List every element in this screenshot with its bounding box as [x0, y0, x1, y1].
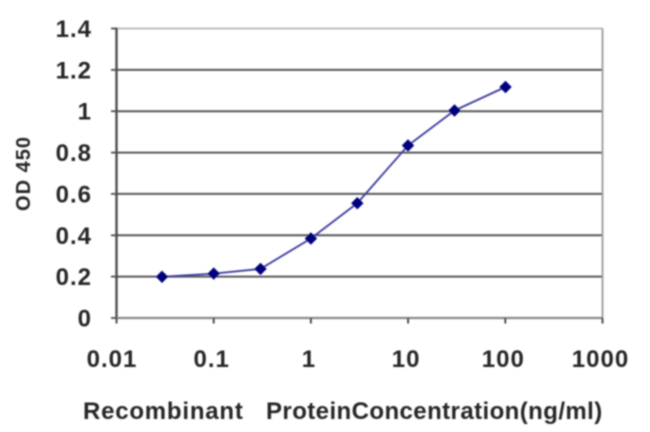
svg-text:1.2: 1.2	[56, 57, 92, 84]
svg-text:100: 100	[482, 346, 525, 373]
svg-text:0.4: 0.4	[56, 223, 92, 250]
svg-text:Recombinant: Recombinant	[83, 398, 244, 425]
svg-text:1.4: 1.4	[56, 16, 92, 43]
svg-text:1: 1	[78, 99, 92, 126]
svg-text:0.01: 0.01	[87, 346, 138, 373]
svg-text:1000: 1000	[572, 346, 629, 373]
svg-text:0.6: 0.6	[56, 181, 92, 208]
svg-text:0.8: 0.8	[56, 140, 92, 167]
svg-text:0: 0	[78, 306, 92, 333]
svg-text:1: 1	[302, 346, 316, 373]
svg-text:0.2: 0.2	[56, 264, 92, 291]
svg-text:10: 10	[392, 346, 421, 373]
svg-text:ProteinConcentration(ng/ml): ProteinConcentration(ng/ml)	[266, 398, 603, 425]
svg-text:OD 450: OD 450	[13, 136, 35, 211]
svg-text:0.1: 0.1	[194, 346, 230, 373]
